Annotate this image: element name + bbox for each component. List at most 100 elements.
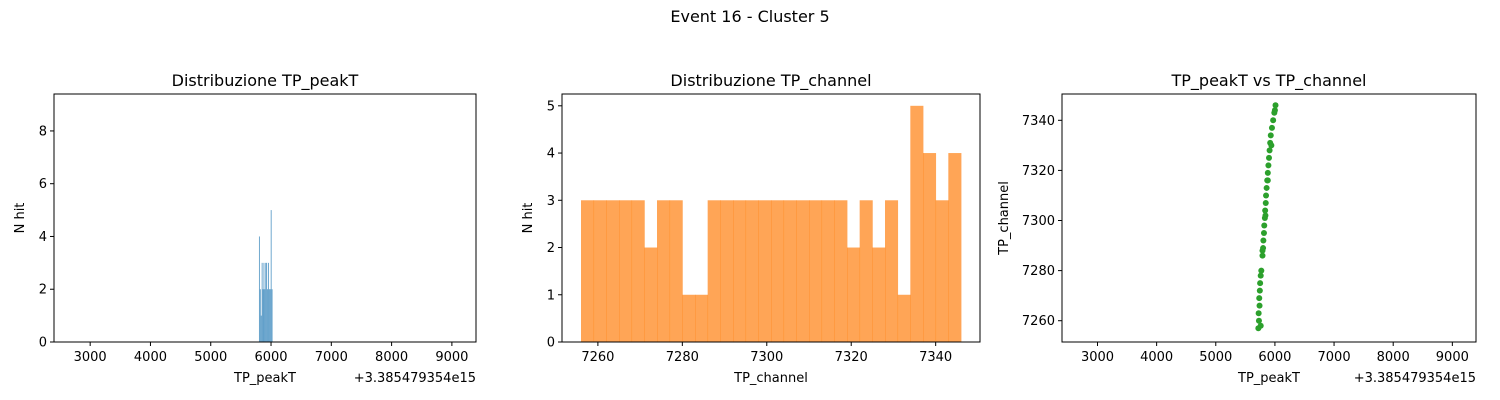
y-tick-label: 7300: [1022, 214, 1055, 229]
histogram-bar: [606, 200, 620, 342]
chart-panel-1: 3000 4000 5000 6000 7000 8000 9000 0 2 4 6 8 Distrib…: [13, 71, 477, 386]
plot-frame: [1061, 93, 1477, 343]
scatter-point: [1256, 302, 1263, 309]
y-tick-label: 7260: [1022, 314, 1055, 329]
y-axis-label: N hit: [13, 203, 28, 234]
y-tick-label: 7340: [1022, 114, 1055, 129]
x-tick-label: 7280: [666, 350, 699, 365]
histogram-bar: [695, 294, 709, 342]
scatter-point: [1258, 267, 1265, 274]
histogram-bar: [259, 289, 261, 342]
histogram-bar: [268, 289, 270, 342]
scatter-point: [1260, 230, 1267, 237]
scatter-point: [1268, 124, 1275, 131]
x-tick-label: 3000: [1081, 350, 1114, 365]
histogram-bar: [261, 262, 263, 342]
scatter-point: [1259, 247, 1266, 254]
histogram-bar: [745, 200, 759, 342]
scatter-point: [1259, 252, 1266, 259]
x-tick-label: 6000: [1258, 350, 1291, 365]
scatter-point: [1256, 295, 1263, 302]
scatter-point: [1262, 207, 1269, 214]
histogram-bar: [267, 289, 269, 342]
histogram-bar: [809, 200, 823, 342]
histogram-bar: [923, 153, 937, 342]
histogram-bar: [771, 200, 785, 342]
x-axis-label: TP_peakT: [233, 371, 296, 386]
scatter-point: [1255, 310, 1262, 317]
y-axis-ticks: 0 1 2 3 4 5: [547, 99, 562, 351]
histogram-bar: [821, 200, 835, 342]
scatter-point: [1262, 199, 1269, 206]
scatter-point: [1260, 237, 1267, 244]
scatter-point: [1263, 192, 1270, 199]
histogram-bar: [644, 247, 658, 342]
x-tick-label: 4000: [134, 350, 167, 365]
scatter-point: [1257, 272, 1264, 279]
scatter-point: [1257, 280, 1264, 287]
scatter-point: [1265, 162, 1272, 169]
x-tick-label: 4000: [1140, 350, 1173, 365]
scatter-point: [1256, 287, 1263, 294]
histogram-bar: [834, 200, 848, 342]
x-tick-label: 7320: [835, 350, 868, 365]
x-axis-label: TP_channel: [733, 371, 808, 386]
histogram-bar: [910, 105, 924, 342]
x-tick-label: 7000: [1318, 350, 1351, 365]
y-axis-label: N hit: [521, 203, 536, 234]
scatter-point: [1255, 317, 1262, 324]
histogram-bar: [263, 262, 265, 342]
scatter-point: [1268, 142, 1275, 149]
x-tick-label: 7340: [919, 350, 952, 365]
y-axis-label: TP_channel: [997, 181, 1012, 256]
x-axis-offset-text: +3.385479354e15: [354, 371, 476, 386]
histogram-bar: [270, 210, 272, 342]
x-tick-label: 7260: [581, 350, 614, 365]
y-tick-label: 8: [39, 124, 47, 139]
histogram-bar: [682, 294, 696, 342]
y-tick-label: 0: [39, 336, 47, 351]
data-marks: [1255, 102, 1279, 332]
x-tick-label: 9000: [435, 350, 468, 365]
x-axis-label: TP_peakT: [1237, 371, 1300, 386]
scatter-point: [1267, 132, 1274, 139]
x-axis-ticks: 3000 4000 5000 6000 7000 8000 9000: [74, 342, 468, 365]
chart-title: Distribuzione TP_peakT: [172, 71, 359, 91]
histogram-bar: [872, 247, 886, 342]
scatter-point: [1263, 184, 1270, 191]
histogram-bar: [271, 289, 273, 342]
chart-panel-3: 3000 4000 5000 6000 7000 8000 9000 7260 7280 7300…: [997, 71, 1477, 386]
histogram-bar: [657, 200, 671, 342]
y-tick-label: 7320: [1022, 164, 1055, 179]
data-marks: [581, 105, 962, 342]
histogram-bar: [783, 200, 797, 342]
chart-panel-2: 7260 7280 7300 7320 7340 0 1 2 3 4 5 Distribuzione …: [521, 71, 981, 386]
x-tick-label: 9000: [1436, 350, 1469, 365]
plot-frame: [53, 93, 477, 343]
y-tick-label: 5: [547, 99, 555, 114]
scatter-point: [1272, 102, 1279, 109]
histogram-bar: [266, 262, 268, 342]
y-axis-ticks: 7260 7280 7300 7320 7340: [1022, 114, 1062, 329]
chart-title: Distribuzione TP_channel: [670, 71, 871, 91]
histogram-bar: [707, 200, 721, 342]
scatter-point: [1271, 107, 1278, 114]
x-tick-label: 3000: [74, 350, 107, 365]
x-tick-label: 8000: [1377, 350, 1410, 365]
y-tick-label: 4: [39, 230, 47, 245]
histogram-bar: [885, 200, 899, 342]
y-tick-label: 1: [547, 288, 555, 303]
x-tick-label: 8000: [375, 350, 408, 365]
y-tick-label: 2: [39, 283, 47, 298]
figure-suptitle: Event 16 - Cluster 5: [670, 7, 829, 26]
histogram-bar: [796, 200, 810, 342]
scatter-point: [1270, 117, 1277, 124]
histogram-bar: [269, 289, 271, 342]
y-tick-label: 3: [547, 194, 555, 209]
scatter-point: [1266, 154, 1272, 161]
x-tick-label: 7000: [315, 350, 348, 365]
histogram-bar: [847, 247, 861, 342]
histogram-bar: [720, 200, 734, 342]
chart-panels: 3000 4000 5000 6000 7000 8000 9000 0 2 4 6 8 Distrib…: [13, 71, 1477, 386]
scatter-point: [1264, 177, 1271, 184]
